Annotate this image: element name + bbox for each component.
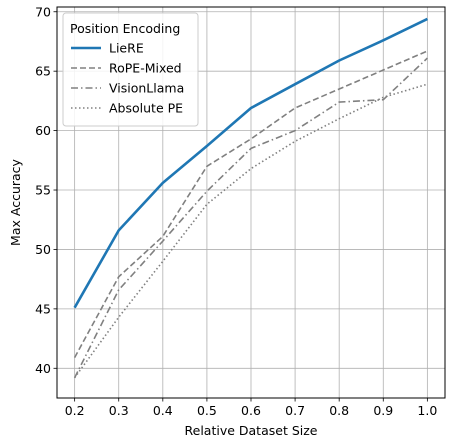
series-line-absolute-pe — [73, 83, 428, 379]
legend-label: LieRE — [109, 41, 144, 56]
legend: Position Encoding LieRE RoPE-Mixed VisionL… — [62, 12, 199, 127]
x-axis-label: Relative Dataset Size — [185, 423, 318, 438]
legend-label: RoPE-Mixed — [109, 61, 182, 76]
y-tick-label: 55 — [35, 183, 51, 198]
x-tick-label: 0.8 — [329, 403, 349, 418]
x-tick-label: 0.4 — [153, 403, 173, 418]
legend-label: Absolute PE — [109, 101, 183, 116]
x-tick-label: 0.3 — [109, 403, 129, 418]
y-tick-label: 70 — [35, 4, 51, 19]
y-tick-label: 60 — [35, 123, 51, 138]
y-tick-label: 65 — [35, 64, 51, 79]
x-tick-label: 0.6 — [241, 403, 261, 418]
x-tick-label: 1.0 — [417, 403, 437, 418]
y-tick-label: 40 — [35, 361, 51, 376]
y-tick-label: 50 — [35, 242, 51, 257]
x-tick-label: 0.7 — [285, 403, 305, 418]
legend-label: VisionLlama — [109, 81, 184, 96]
series-line-liere — [73, 17, 428, 309]
series-lines — [73, 17, 428, 379]
x-tick-label: 0.2 — [65, 403, 85, 418]
series-line-rope-mixed — [73, 50, 428, 358]
x-tick-label: 0.5 — [197, 403, 217, 418]
legend-title: Position Encoding — [70, 21, 180, 36]
legend-items: LieRE RoPE-Mixed VisionLlama Absolute PE — [71, 41, 184, 116]
legend-box — [62, 12, 199, 127]
x-tick-label: 0.9 — [373, 403, 393, 418]
y-axis-label: Max Accuracy — [8, 158, 23, 245]
series-line-visionllama — [73, 57, 428, 379]
y-tick-label: 45 — [35, 301, 51, 316]
axis-ticks: 0.2 0.3 0.4 0.5 0.6 0.7 0.8 0.9 1.0 40 45 50 55 60 65 7… — [35, 4, 437, 418]
